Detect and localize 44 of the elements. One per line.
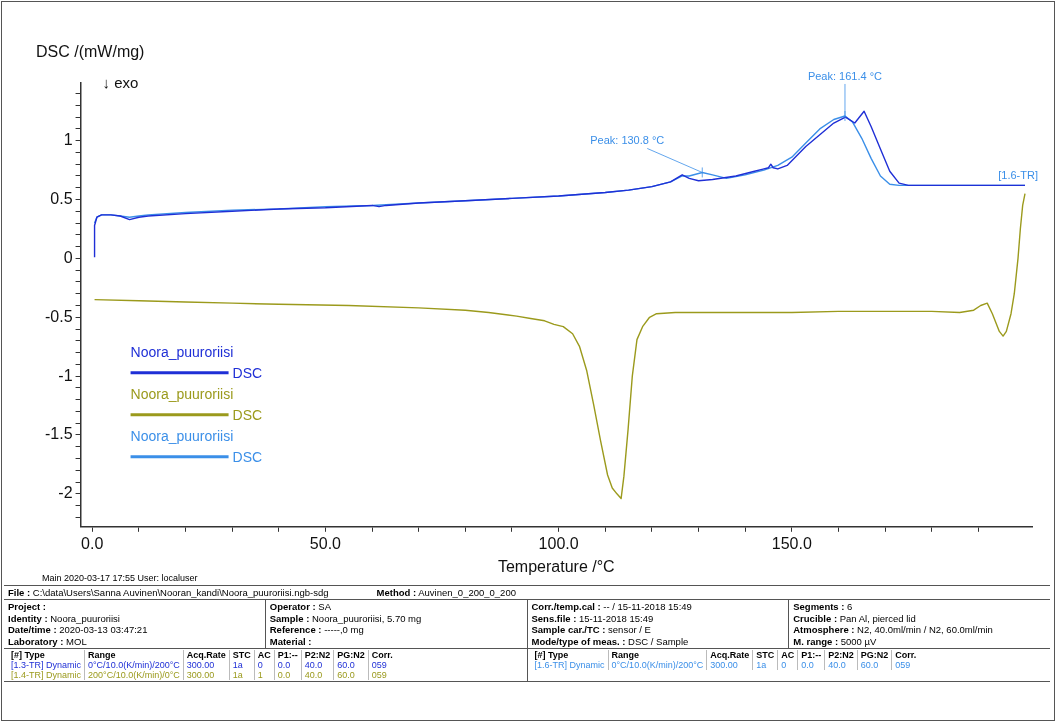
text: Sample : Noora_puuroriisi, 5.70 mg <box>269 612 423 624</box>
text: [#] Type Range Acq.Rate STC AC P1:-- P2:N2 PG:N2 Corr. <box>11 650 393 660</box>
text: [1.3-TR] Dynamic 0°C/10.0(K/min)/200°C 300.00 1a 0 0.0 40.0 60.0 059 <box>11 660 387 670</box>
text: Project : <box>8 601 47 612</box>
text: Segments : 6 <box>793 601 854 613</box>
y-tick-label: -0.5 <box>44 307 73 325</box>
text: [1.6-TR] Dynamic 0°C/10.0(K/min)/200°C 300.00 1a 0 0.0 40.0 60.0 059 <box>534 660 911 670</box>
y-tick-label: 1 <box>63 131 73 149</box>
text: Date/time : 2020-03-13 03:47:21 <box>8 624 149 636</box>
text: Noora_puuroriisi DSC <box>130 427 263 465</box>
text: Identity : Noora_puuroriisi <box>8 612 121 624</box>
text: [1.4-TR] Dynamic 200°C/10.0(K/min)/0°C 300.00 1a 1 0.0 40.0 60.0 059 <box>11 670 387 680</box>
text: Atmosphere : N2, 40.0ml/min / N2, 60.0ml/min <box>793 624 994 636</box>
text: Operator : SA <box>269 601 332 613</box>
text: File : C:\data\Users\Sanna Auvinen\Nooran_kandi\Noora_puuroriisi.ngb-sdg <box>7 586 330 599</box>
text: Noora_puuroriisi DSC <box>130 343 263 381</box>
x-tick-label: 100.0 <box>538 534 579 552</box>
annotation: ↓ exo <box>102 74 139 91</box>
text: [#] Type Range Acq.Rate STC AC P1:-- P2:N2 PG:N2 Corr. <box>534 650 917 660</box>
x-axis-title: Temperature /°C <box>497 557 615 575</box>
text: Main 2020-03-17 17:55 User: localuser <box>42 573 198 583</box>
annotation: Peak: 130.8 °C <box>590 134 665 147</box>
text: M. range : 5000 µV <box>793 635 878 647</box>
text: Sens.file : 15-11-2018 15:49 <box>531 612 655 624</box>
y-tick-label: 0 <box>63 248 73 266</box>
annotation: Peak: 161.4 °C <box>807 69 883 82</box>
text: Mode/type of meas. : DSC / Sample <box>531 635 690 647</box>
text: Reference : -----,0 mg <box>269 624 365 636</box>
annotation: [1.6-TR] <box>998 169 1038 182</box>
y-tick-label: -1 <box>58 366 73 384</box>
text: Corr./temp.cal : -- / 15-11-2018 15:49 <box>531 601 693 613</box>
x-tick-label: 0.0 <box>81 534 104 552</box>
text: Material : <box>269 635 312 647</box>
text: Noora_puuroriisi DSC <box>130 385 263 423</box>
text: Sample car./TC : sensor / E <box>531 624 652 636</box>
y-tick-label: 0.5 <box>50 189 73 207</box>
text: Method : Auvinen_0_200_0_200 <box>375 586 517 599</box>
y-axis-title: DSC /(mW/mg) <box>36 43 145 60</box>
y-tick-label: -2 <box>58 484 73 502</box>
text: Laboratory : MOL <box>8 635 88 647</box>
x-tick-label: 150.0 <box>771 534 812 552</box>
x-tick-label: 50.0 <box>309 534 342 552</box>
text: Crucible : Pan Al, pierced lid <box>793 612 917 624</box>
y-tick-label: -1.5 <box>44 425 73 443</box>
